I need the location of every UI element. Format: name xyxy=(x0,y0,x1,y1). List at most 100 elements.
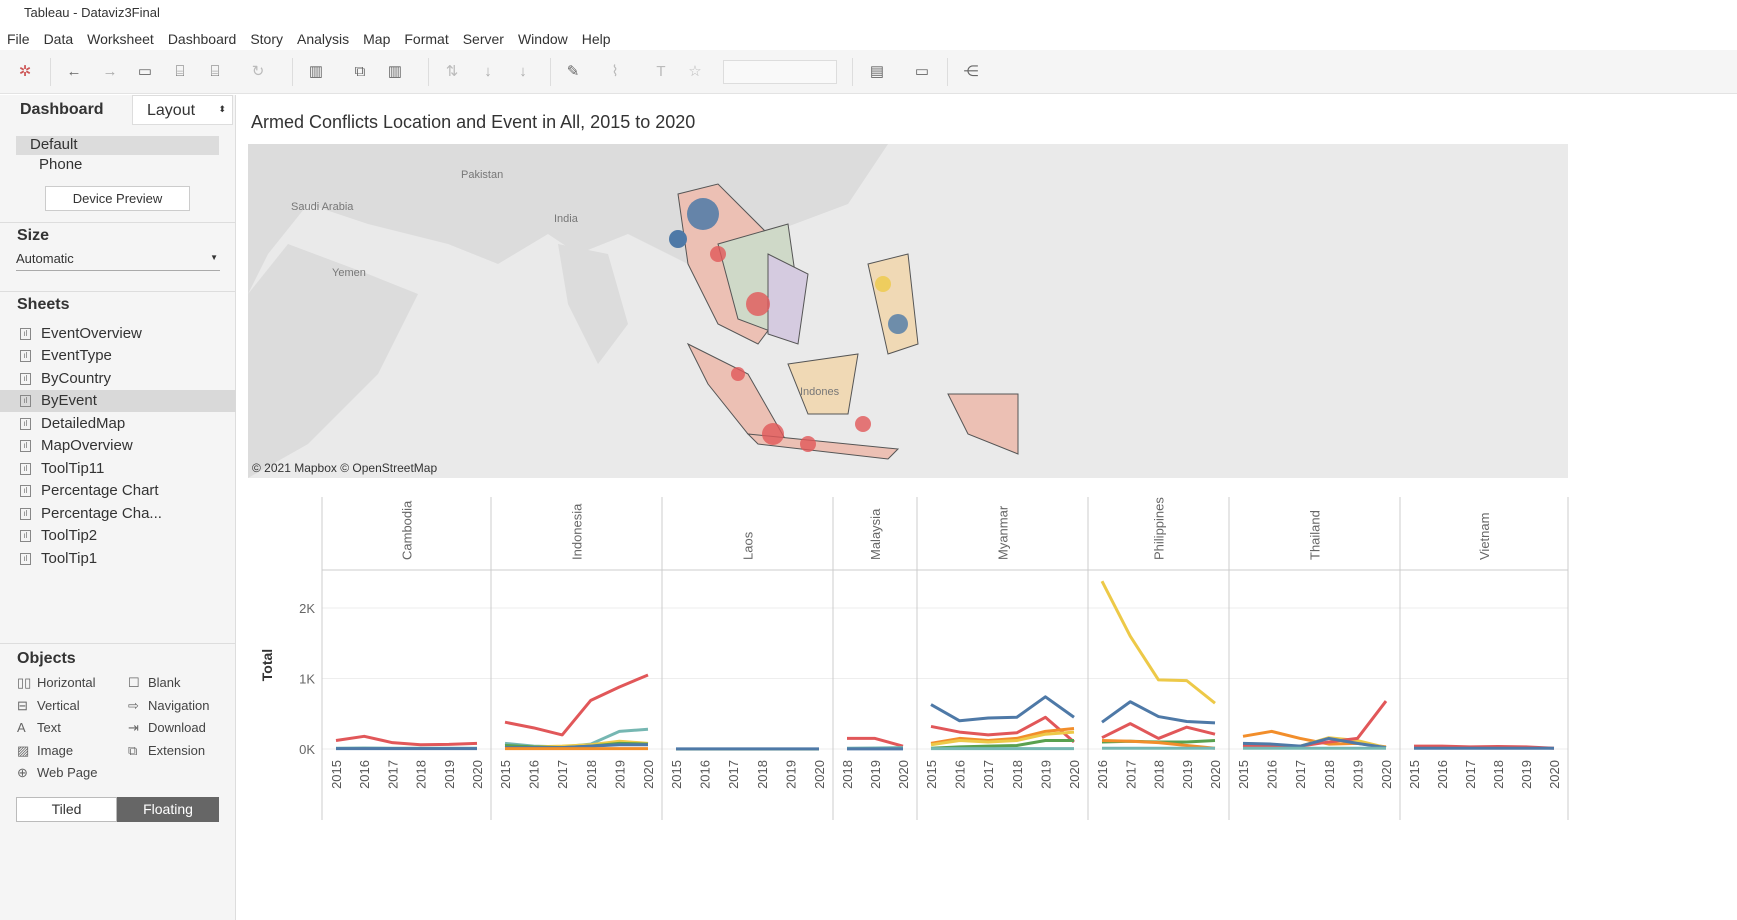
x-tick-label: 2019 xyxy=(1038,760,1053,789)
clear-sheet-icon[interactable]: ▥ xyxy=(387,63,403,80)
sheet-item[interactable]: ıl EventOverview xyxy=(0,323,236,345)
menu-worksheet[interactable]: Worksheet xyxy=(87,31,154,47)
menu-window[interactable]: Window xyxy=(517,31,568,47)
save-icon[interactable]: ▭ xyxy=(137,63,153,80)
land-vietnam xyxy=(767,253,809,345)
sheet-item[interactable]: ıl ToolTip11 xyxy=(0,458,236,480)
x-tick-label: 2019 xyxy=(1350,760,1365,789)
new-worksheet-icon[interactable]: ▥ xyxy=(308,63,324,80)
fit-dropdown[interactable] xyxy=(723,60,837,84)
object-download[interactable]: ⇥ Download xyxy=(128,720,206,735)
worksheet-icon: ıl xyxy=(20,350,31,362)
pause-updates-icon[interactable]: ⌸ xyxy=(210,63,220,80)
menu-map[interactable]: Map xyxy=(363,31,391,47)
series-line-orange xyxy=(1101,739,1216,750)
menu-analysis[interactable]: Analysis xyxy=(297,31,350,47)
navigation-icon: ⇨ xyxy=(128,698,139,713)
x-tick-label: 2017 xyxy=(981,760,996,789)
menu-story[interactable]: Story xyxy=(250,31,283,47)
worksheet-icon: ıl xyxy=(20,485,31,497)
pin-icon[interactable]: ☆ xyxy=(688,63,702,80)
share-icon[interactable]: ⋲ xyxy=(963,63,979,80)
highlight-icon[interactable]: ✎ xyxy=(566,63,580,80)
map-attribution[interactable]: © 2021 Mapbox © OpenStreetMap xyxy=(252,461,438,475)
x-tick-label: 2020 xyxy=(1208,760,1223,789)
menu-file[interactable]: File xyxy=(7,31,30,47)
sheet-item[interactable]: ıl MapOverview xyxy=(0,435,236,457)
x-tick-label: 2020 xyxy=(1067,760,1082,789)
country-header-thailand: Thailand xyxy=(1308,510,1323,560)
tiled-button[interactable]: Tiled xyxy=(16,797,117,822)
sort-descending-icon[interactable]: ↓ xyxy=(519,63,527,80)
show-me-icon[interactable]: ▤ xyxy=(869,63,885,80)
x-tick-label: 2019 xyxy=(868,760,883,789)
tab-dashboard[interactable]: Dashboard xyxy=(0,95,131,125)
sheet-item[interactable]: ıl DetailedMap xyxy=(0,413,236,435)
dashboard-title: Armed Conflicts Location and Event in Al… xyxy=(251,112,696,132)
sheet-item-selected[interactable]: ıl ByEvent xyxy=(0,390,236,412)
attach-icon[interactable]: ⌇ xyxy=(611,63,619,80)
x-tick-label: 2016 xyxy=(953,760,968,789)
series-line-red xyxy=(335,734,478,747)
worksheet-icon: ıl xyxy=(20,440,31,452)
x-tick-label: 2015 xyxy=(1407,760,1422,789)
sheet-item[interactable]: ıl ByCountry xyxy=(0,368,236,390)
menu-data[interactable]: Data xyxy=(43,31,74,47)
object-extension[interactable]: ⧉ Extension xyxy=(128,743,206,758)
country-header-laos: Laos xyxy=(741,531,756,560)
x-tick-label: 2018 xyxy=(414,760,429,789)
series-line-green xyxy=(930,739,1074,750)
label-icon[interactable]: T xyxy=(656,63,666,80)
land-arabia xyxy=(248,244,418,478)
sheet-item[interactable]: ıl Percentage Chart xyxy=(0,480,236,502)
presentation-icon[interactable]: ▭ xyxy=(914,63,930,80)
device-default[interactable]: Default xyxy=(16,136,219,155)
worksheet-icon: ıl xyxy=(20,508,31,520)
x-tick-label: 2017 xyxy=(1293,760,1308,789)
x-tick-label: 2016 xyxy=(527,760,542,789)
menu-format[interactable]: Format xyxy=(404,31,449,47)
worksheet-icon: ıl xyxy=(20,328,31,340)
object-blank[interactable]: ☐ Blank xyxy=(128,675,181,690)
back-icon[interactable]: ← xyxy=(66,63,82,80)
x-tick-label: 2018 xyxy=(755,760,770,789)
text-icon: A xyxy=(17,720,26,735)
swap-icon[interactable]: ⇅ xyxy=(445,63,459,80)
device-phone[interactable]: Phone xyxy=(39,156,83,173)
floating-button[interactable]: Floating xyxy=(117,797,219,822)
line-chart: 0K 1K 2K Total Cambodia 2015 2016 2017 2018 2019 2… xyxy=(259,497,1569,820)
sheet-item[interactable]: ıl ToolTip2 xyxy=(0,525,236,547)
sort-ascending-icon[interactable]: ↓ xyxy=(484,63,492,80)
new-datasource-icon[interactable]: ⌸ xyxy=(175,63,185,80)
sheet-item[interactable]: ıl EventType xyxy=(0,345,236,367)
sheet-item[interactable]: ıl Percentage Cha... xyxy=(0,503,236,525)
worksheet-icon: ıl xyxy=(20,418,31,430)
land-java xyxy=(746,433,900,460)
x-tick-label: 2019 xyxy=(612,760,627,789)
refresh-icon[interactable]: ↻ xyxy=(251,63,265,80)
x-tick-label: 2016 xyxy=(698,760,713,789)
object-navigation[interactable]: ⇨ Navigation xyxy=(128,698,210,713)
map-view[interactable]: Pakistan Saudi Arabia India Yemen Indone… xyxy=(248,144,1568,478)
object-web-page[interactable]: ⊕ Web Page xyxy=(17,765,98,780)
object-text[interactable]: A Text xyxy=(17,720,61,735)
tableau-logo-icon[interactable]: ✲ xyxy=(18,63,32,80)
menu-help[interactable]: Help xyxy=(581,31,611,47)
x-tick-label: 2020 xyxy=(896,760,911,789)
device-preview-button[interactable]: Device Preview xyxy=(45,186,190,211)
menu-server[interactable]: Server xyxy=(462,31,504,47)
object-vertical[interactable]: ⊟ Vertical xyxy=(17,698,80,713)
sheet-item[interactable]: ıl ToolTip1 xyxy=(0,548,236,570)
map-label-yemen: Yemen xyxy=(332,267,366,279)
tab-layout[interactable]: Layout ⬍ xyxy=(132,95,233,125)
image-icon: ▨ xyxy=(17,743,30,758)
menu-dashboard[interactable]: Dashboard xyxy=(167,31,237,47)
map-graphic[interactable]: Pakistan Saudi Arabia India Yemen Indone… xyxy=(248,144,1568,478)
horizontal-icon: ▯▯ xyxy=(17,675,32,690)
duplicate-sheet-icon[interactable]: ⧉ xyxy=(354,63,366,80)
forward-icon[interactable]: → xyxy=(102,63,118,80)
size-dropdown[interactable]: Automatic ▼ xyxy=(16,251,220,271)
object-image[interactable]: ▨ Image xyxy=(17,743,74,758)
x-tick-label: 2015 xyxy=(329,760,344,789)
object-horizontal[interactable]: ▯▯ Horizontal xyxy=(17,675,96,690)
